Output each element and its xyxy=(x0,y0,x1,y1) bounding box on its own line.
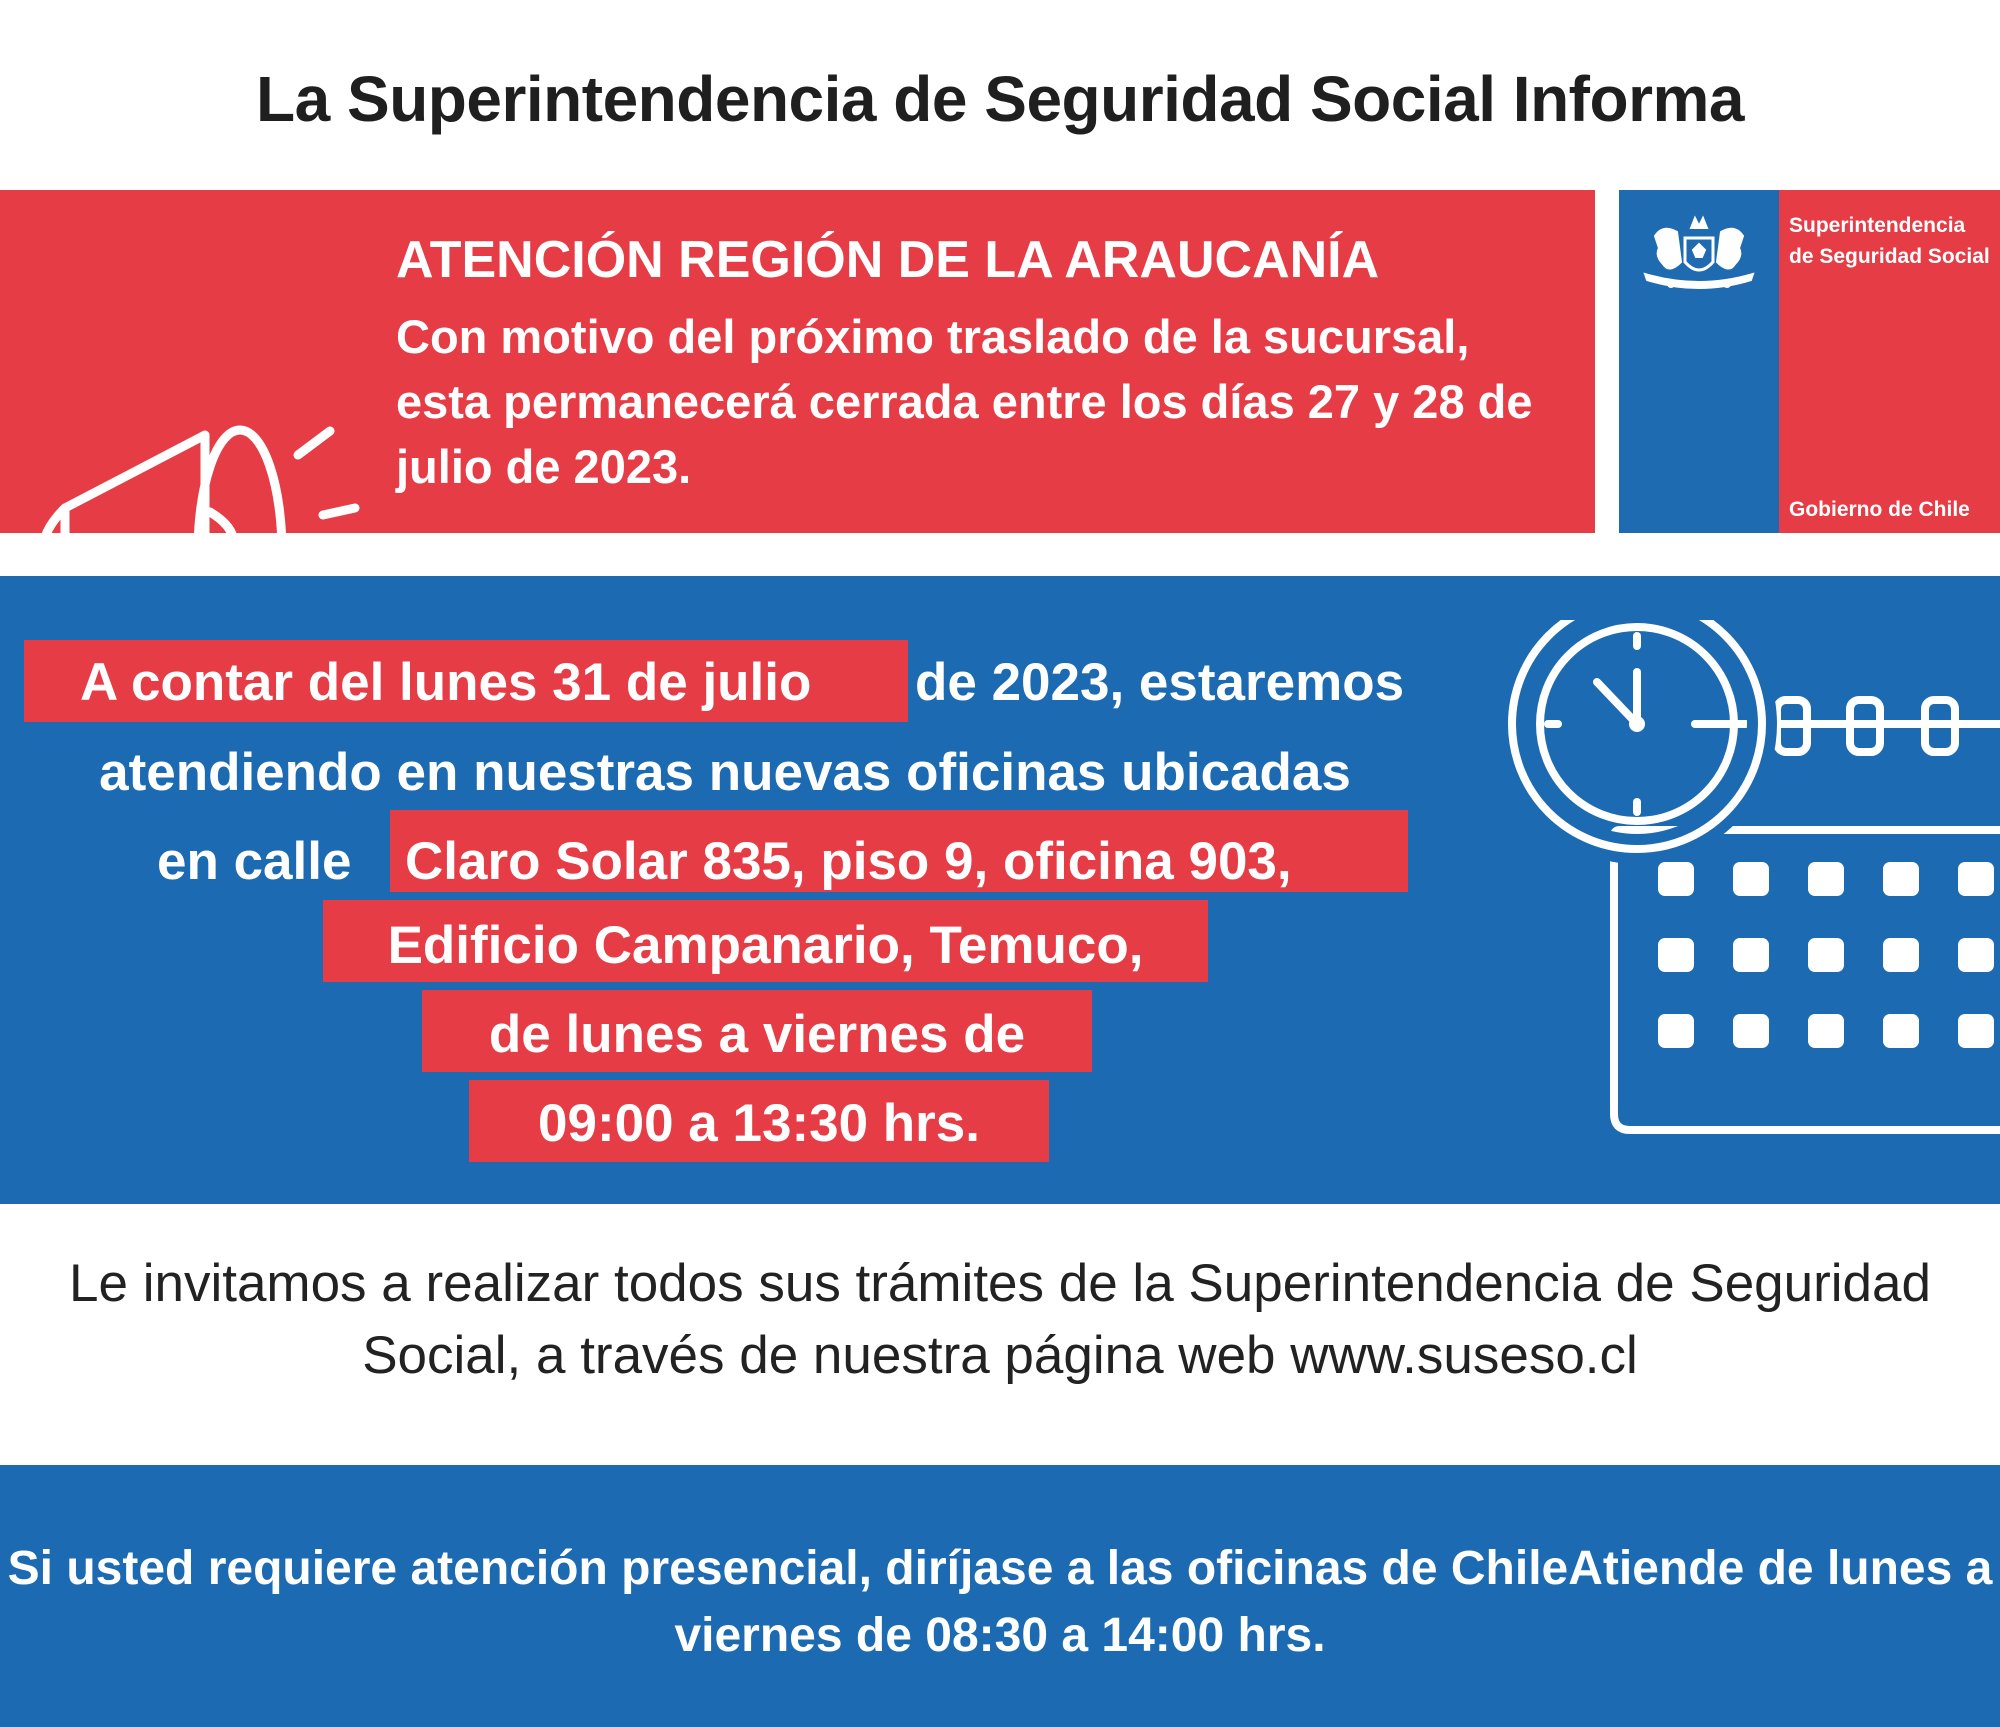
logo-government-label: Gobierno de Chile xyxy=(1789,498,1970,521)
alert-banner xyxy=(0,190,1595,688)
website-invitation: Le invitamos a realizar todos sus trámit… xyxy=(69,1254,1931,1385)
notice-building: Edificio Campanario, Temuco, xyxy=(387,916,1144,975)
alert-body: Con motivo del próximo traslado de la su… xyxy=(396,310,1533,493)
footer-banner xyxy=(0,1465,2000,1727)
page-title: La Superintendencia de Seguridad Social … xyxy=(256,63,1744,135)
calendar-clock-icon xyxy=(1500,620,2000,1134)
notice-date: A contar del lunes 31 de julio xyxy=(80,653,812,712)
notice-street-label: en calle xyxy=(157,832,352,891)
alert-heading: ATENCIÓN REGIÓN DE LA ARAUCANÍA xyxy=(396,231,1380,289)
logo-blue-panel xyxy=(1619,190,1779,533)
new-office-notice: A contar del lunes 31 de julio de 2023, … xyxy=(0,576,2000,1204)
notice-days: de lunes a viernes de xyxy=(488,1005,1026,1064)
coat-of-arms-icon xyxy=(1643,215,1755,289)
government-logo: Superintendencia de Seguridad Social Gob… xyxy=(1619,190,2000,533)
highlight-hours xyxy=(469,1080,1049,1162)
notice-line-2: atendiendo en nuestras nuevas oficinas u… xyxy=(99,743,1351,802)
highlight-days xyxy=(422,990,1092,1072)
notice-year: de 2023, estaremos xyxy=(915,653,1405,712)
highlight-address xyxy=(390,810,1408,892)
logo-institution-name: Superintendencia de Seguridad Social xyxy=(1789,214,1990,268)
footer-text: Si usted requiere atención presencial, d… xyxy=(7,1542,1993,1662)
highlight-date xyxy=(24,640,908,722)
notice-address: Claro Solar 835, piso 9, oficina 903, xyxy=(405,832,1292,891)
highlight-building xyxy=(323,900,1208,982)
notice-hours: 09:00 a 13:30 hrs. xyxy=(538,1094,980,1153)
